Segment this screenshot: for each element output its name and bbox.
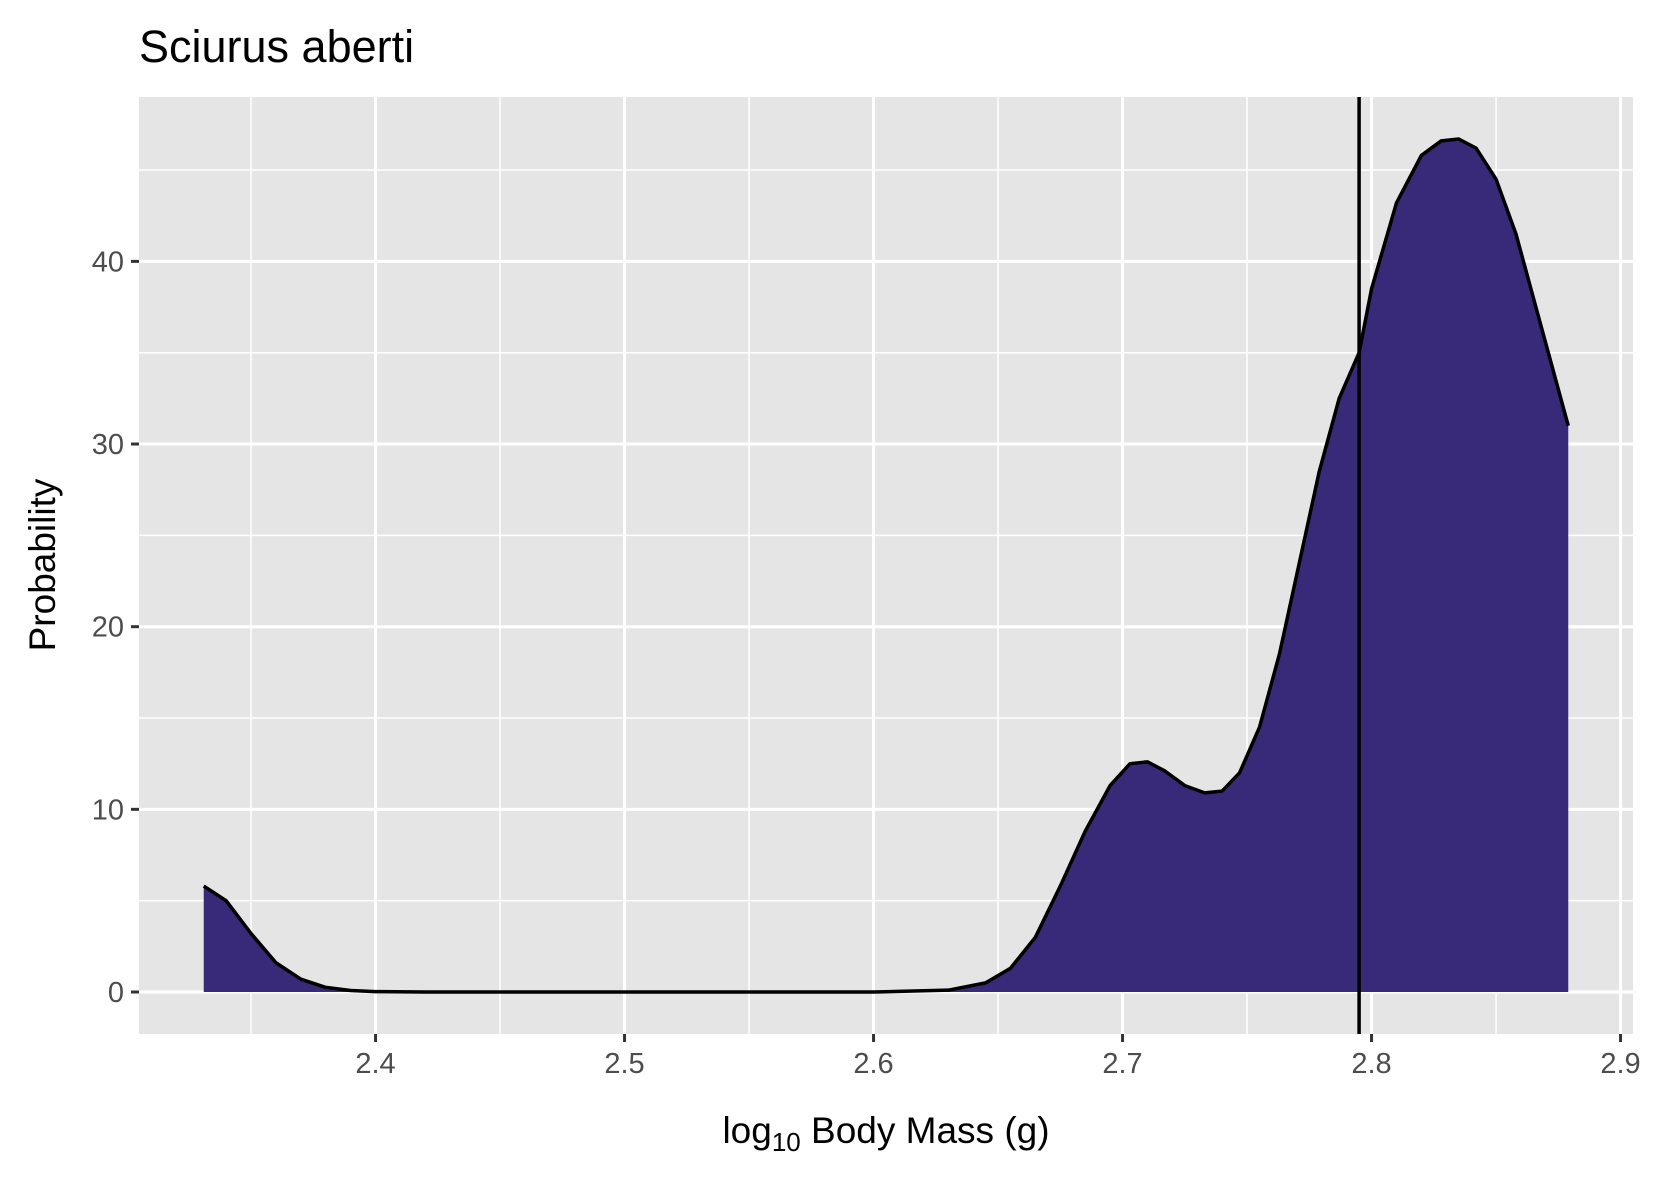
x-tick-label: 2.7: [1102, 1048, 1142, 1080]
density-area: [203, 139, 1569, 992]
y-tick-label: 30: [92, 429, 124, 461]
y-tick-label: 0: [108, 977, 124, 1009]
x-axis-title-prefix: log: [722, 1110, 771, 1151]
x-axis-title-suffix: Body Mass (g): [801, 1110, 1050, 1151]
y-axis: 0 10 20 30 40: [92, 246, 139, 1009]
density-curve: [202, 137, 1570, 994]
x-tick-label: 2.5: [604, 1048, 644, 1080]
y-tick-label: 10: [92, 794, 124, 826]
y-axis-title: Probability: [22, 478, 63, 651]
x-tick-label: 2.9: [1600, 1048, 1640, 1080]
x-axis-title: log10 Body Mass (g): [722, 1110, 1049, 1157]
chart-title: Sciurus aberti: [139, 21, 414, 72]
x-tick-label: 2.6: [853, 1048, 893, 1080]
x-tick-label: 2.8: [1351, 1048, 1391, 1080]
x-tick-label: 2.4: [355, 1048, 395, 1080]
y-tick-label: 20: [92, 612, 124, 644]
y-tick-label: 40: [92, 246, 124, 278]
x-axis-title-subscript: 10: [772, 1127, 801, 1157]
x-axis: 2.4 2.5 2.6 2.7 2.8 2.9: [355, 1034, 1641, 1080]
density-layer: [202, 137, 1570, 994]
